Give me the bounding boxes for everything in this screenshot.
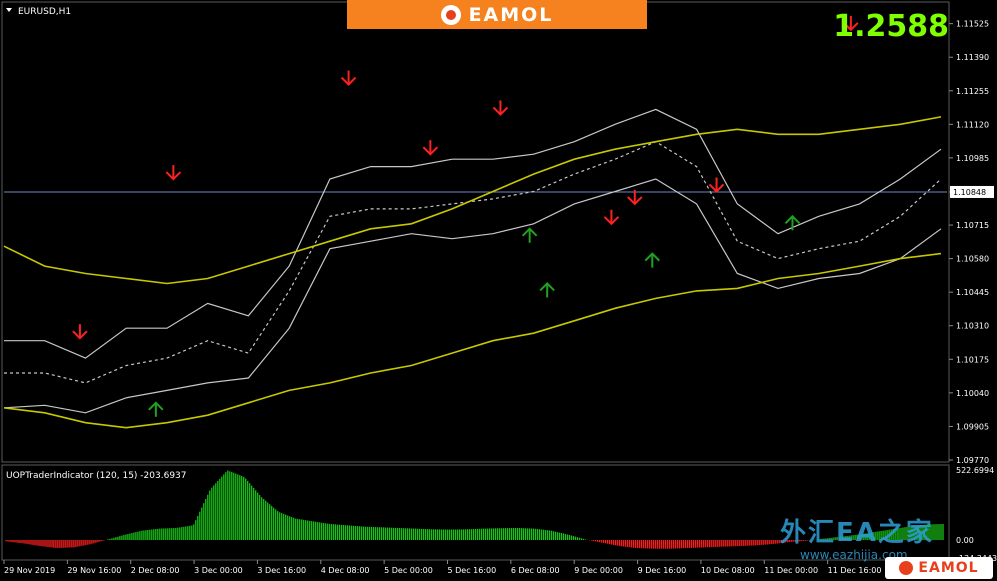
indicator-panel: [5, 470, 944, 549]
x-tick-label: 5 Dec 16:00: [448, 566, 497, 575]
y-tick-label: 1.10445: [956, 288, 989, 297]
sell-arrow-icon: [627, 189, 643, 206]
sell-arrow-icon: [843, 15, 859, 32]
arrow-head: [72, 330, 88, 340]
arrow-head: [148, 401, 164, 411]
y-tick-label: 1.11255: [956, 87, 989, 96]
x-tick-label: 9 Dec 16:00: [638, 566, 687, 575]
arrow-head: [843, 22, 859, 32]
sell-arrow-icon: [708, 177, 725, 193]
main-panel: [3, 15, 947, 429]
x-tick-label: 2 Dec 08:00: [131, 566, 180, 575]
x-tick-label: 3 Dec 00:00: [194, 566, 243, 575]
buy-arrow-icon: [644, 252, 661, 268]
arrow-head: [644, 252, 661, 262]
y-tick-label: 1.11390: [956, 53, 989, 62]
badge-text: EAMOL: [918, 560, 979, 576]
buy-arrow-icon: [539, 282, 555, 298]
brand-banner: EAMOL: [347, 0, 647, 29]
arrow-head: [492, 106, 509, 116]
x-tick-label: 3 Dec 16:00: [257, 566, 306, 575]
arrow-head: [521, 227, 538, 237]
watermark-url: www.eazhijia.com: [800, 548, 908, 562]
brand-logo-icon: [440, 4, 461, 25]
ind-y-tick-label: 522.6994: [956, 466, 994, 475]
x-tick-label: 4 Dec 08:00: [321, 566, 370, 575]
y-tick-label: 1.09770: [956, 456, 989, 465]
watermark-text: 外汇EA之家: [780, 518, 934, 548]
arrow-head: [784, 214, 801, 225]
x-tick-label: 10 Dec 08:00: [701, 566, 755, 575]
ind-y-tick-label: 0.00: [956, 536, 974, 545]
arrow-head: [708, 183, 725, 193]
x-tick-label: 29 Nov 16:00: [67, 566, 121, 575]
x-tick-label: 6 Dec 08:00: [511, 566, 560, 575]
arrow-head: [422, 146, 439, 156]
symbol-label: EURUSD,H1: [18, 7, 71, 17]
current-price-label: 1.10848: [953, 188, 986, 197]
sell-arrow-icon: [165, 165, 182, 181]
buy-arrow-icon: [521, 227, 538, 243]
x-tick-label: 5 Dec 00:00: [384, 566, 433, 575]
series-ma_slow: [3, 252, 942, 429]
x-tick-label: 9 Dec 00:00: [574, 566, 623, 575]
sell-arrow-icon: [340, 70, 357, 86]
y-tick-label: 1.10310: [956, 322, 989, 331]
arrow-head: [603, 216, 620, 226]
y-tick-label: 1.10175: [956, 355, 989, 364]
y-tick-label: 1.10040: [956, 389, 989, 398]
y-tick-label: 1.10580: [956, 255, 989, 264]
arrow-head: [165, 171, 182, 181]
buy-arrow-icon: [148, 401, 164, 417]
x-tick-label: 11 Dec 16:00: [828, 566, 882, 575]
series-upper: [4, 108, 942, 359]
bottom-brand-badge: EAMOL: [885, 557, 993, 579]
buy-arrow-icon: [784, 214, 801, 231]
y-tick-label: 1.11525: [956, 20, 989, 29]
big-price: 1.2588: [833, 9, 949, 44]
sell-arrow-icon: [492, 100, 509, 116]
sell-arrow-icon: [422, 140, 439, 156]
y-tick-label: 1.11120: [956, 120, 989, 129]
series-lower: [3, 178, 942, 414]
dropdown-triangle-icon[interactable]: [6, 8, 12, 12]
series-middle: [4, 141, 942, 384]
arrow-head: [340, 76, 357, 86]
indicator-panel-frame: [1, 464, 950, 561]
brand-text: EAMOL: [468, 3, 554, 26]
indicator-label: UOPTraderIndicator (120, 15) -203.6937: [6, 471, 187, 481]
arrow-head: [539, 282, 555, 292]
y-tick-label: 1.10715: [956, 221, 989, 230]
sell-arrow-icon: [72, 324, 88, 340]
x-tick-label: 29 Nov 2019: [4, 566, 55, 575]
main-panel-frame: [1, 1, 950, 463]
current-price-box: [950, 185, 994, 198]
y-tick-label: 1.09905: [956, 422, 989, 431]
badge-logo-icon: [899, 561, 914, 575]
series-ma_fast: [3, 116, 942, 285]
x-tick-label: 11 Dec 00:00: [764, 566, 818, 575]
sell-arrow-icon: [603, 209, 620, 226]
arrow-head: [627, 196, 643, 206]
y-tick-label: 1.10985: [956, 154, 989, 163]
